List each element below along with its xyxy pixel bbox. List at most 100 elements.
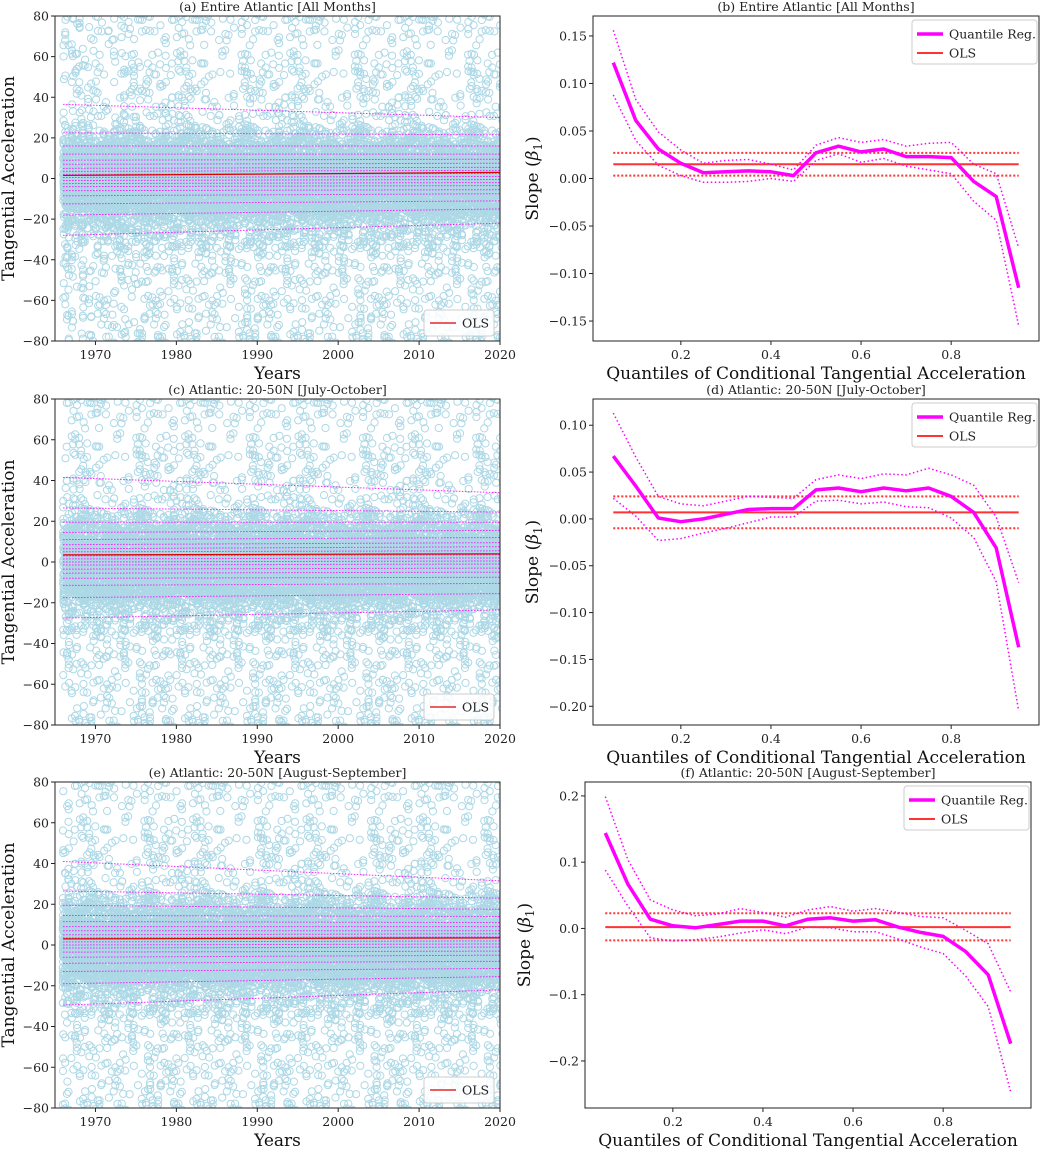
scatter-point: [99, 130, 108, 139]
scatter-point: [273, 310, 282, 319]
scatter-point: [129, 49, 138, 59]
scatter-point: [78, 118, 88, 127]
scatter-point: [133, 16, 143, 24]
scatter-point: [99, 308, 108, 317]
scatter-point: [207, 27, 216, 36]
scatter-point: [71, 68, 80, 77]
scatter-point: [134, 58, 143, 67]
scatter-point: [117, 276, 126, 285]
scatter-point: [89, 232, 98, 241]
scatter-point: [97, 18, 107, 27]
scatter-point: [111, 242, 120, 251]
scatter-point: [158, 291, 167, 301]
scatter-point: [75, 86, 84, 96]
scatter-point: [130, 5, 137, 12]
scatter-point: [83, 94, 93, 104]
scatter-point: [137, 86, 146, 96]
scatter-point: [59, 279, 68, 288]
scatter-point: [257, 267, 266, 276]
scatter-point: [142, 75, 151, 84]
scatter-point: [174, 281, 183, 290]
scatter-point: [145, 111, 154, 121]
scatter-point: [137, 329, 147, 338]
scatter-point: [135, 3, 142, 10]
scatter-point: [136, 96, 145, 105]
scatter-point: [226, 16, 235, 24]
scatter-point: [64, 285, 73, 294]
scatter-point: [127, 91, 136, 100]
scatter-point: [165, 6, 172, 13]
scatter-point: [216, 67, 225, 77]
scatter-point: [110, 78, 119, 87]
scatter-point: [59, 75, 69, 84]
scatter-point: [117, 16, 126, 19]
scatter-point: [61, 300, 70, 309]
scatter-point: [121, 315, 130, 324]
scatter-point: [148, 50, 157, 60]
scatter-point: [274, 320, 283, 330]
scatter-point: [79, 284, 88, 293]
scatter-point: [68, 317, 78, 326]
scatter-point: [129, 127, 138, 136]
scatter-point: [91, 225, 100, 234]
scatter-point: [99, 314, 109, 323]
scatter-point: [103, 105, 112, 114]
scatter-point: [91, 277, 100, 286]
scatter-point: [75, 108, 84, 117]
scatter-point: [127, 285, 137, 294]
scatter-point: [274, 51, 283, 60]
scatter-point: [131, 112, 140, 122]
scatter-point: [67, 264, 76, 273]
scatter-point: [142, 88, 151, 97]
scatter-point: [109, 51, 119, 60]
scatter-point: [257, 59, 266, 68]
scatter-point: [145, 344, 152, 351]
scatter-point: [61, 30, 70, 39]
scatter-point: [130, 71, 139, 80]
scatter-point: [79, 265, 88, 274]
scatter-point: [129, 112, 138, 122]
scatter-point: [124, 29, 133, 39]
scatter-point: [89, 107, 98, 116]
scatter-point: [63, 16, 72, 21]
scatter-point: [178, 17, 187, 27]
scatter-point: [109, 35, 118, 44]
scatter-point: [146, 8, 153, 15]
scatter-point: [64, 233, 73, 242]
scatter-point: [226, 294, 235, 304]
scatter-point: [137, 27, 146, 36]
scatter-point: [172, 33, 181, 42]
scatter-point: [80, 294, 90, 303]
scatter-point: [249, 35, 258, 44]
scatter-point: [177, 275, 186, 285]
scatter-point: [128, 260, 137, 269]
scatter-point: [112, 323, 122, 332]
scatter-point: [144, 95, 153, 104]
scatter-point: [99, 269, 109, 278]
scatter-point: [127, 5, 134, 12]
scatter-point: [117, 302, 126, 311]
scatter-point: [59, 108, 68, 117]
scatter-point: [151, 251, 160, 260]
scatter-point: [116, 265, 125, 274]
scatter-point: [144, 344, 151, 351]
scatter-point: [85, 282, 94, 291]
scatter-point: [142, 262, 151, 271]
scatter-point: [246, 56, 255, 65]
scatter-point: [137, 16, 146, 19]
scatter-point: [188, 286, 197, 295]
scatter-point: [234, 302, 243, 311]
scatter-point: [116, 267, 125, 276]
scatter-point: [91, 59, 100, 68]
scatter-point: [121, 112, 130, 121]
scatter-point: [115, 93, 125, 102]
scatter-point: [229, 101, 239, 110]
scatter-point: [101, 263, 111, 272]
scatter-point: [130, 346, 137, 353]
scatter-point: [153, 310, 162, 319]
scatter-point: [269, 21, 278, 30]
scatter-point: [135, 62, 144, 72]
scatter-point: [93, 111, 103, 121]
scatter-point: [150, 27, 159, 36]
scatter-point: [61, 292, 70, 301]
